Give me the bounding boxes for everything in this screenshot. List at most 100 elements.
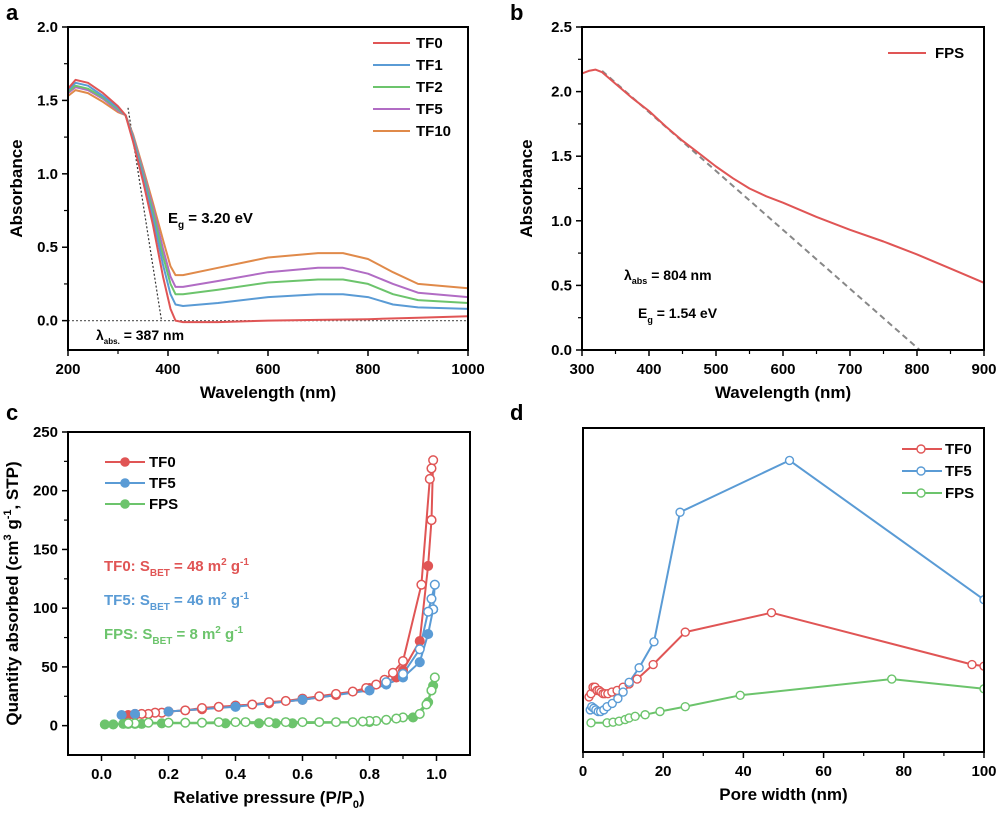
bandgap-annotation: Eg = 1.54 eV (638, 305, 718, 325)
data-point-tf5-desorption (423, 606, 434, 617)
y-tick-label: 2.0 (37, 19, 58, 36)
x-tick-label: 100 (971, 763, 996, 780)
series-line-tf5-adsorption (121, 609, 435, 717)
data-point-fps-desorption (163, 717, 174, 728)
y-tick-label: 0.0 (37, 313, 58, 330)
data-point-fps-desorption (357, 716, 368, 727)
plot-frame (67, 26, 469, 351)
data-point-fps (655, 706, 665, 717)
data-point-fps-desorption (196, 717, 208, 728)
data-point-tf0-desorption (424, 473, 435, 485)
legend-label-tf0: TF0 (945, 441, 972, 458)
data-point-tf0-desorption (180, 705, 191, 716)
y-tick-label: 1.0 (551, 213, 572, 230)
y-tick-label: 250 (33, 424, 58, 441)
x-tick-label: 400 (636, 361, 661, 378)
legend-label-tf0: TF0 (416, 35, 443, 52)
panel-letter-b: b (510, 0, 523, 25)
data-point-fps-desorption (330, 717, 342, 728)
series-line-fps (591, 678, 984, 724)
data-point-fps-desorption (421, 699, 432, 710)
panel-a-uv-vis-chart: 200 400 600 800 1000 0.0 0.5 1.0 1.5 2.0 Wavelengt… (7, 19, 485, 402)
x-tick-label: 700 (837, 361, 862, 378)
data-point-tf5-adsorption (129, 708, 141, 719)
plot-frame (582, 427, 985, 753)
data-point-tf5 (675, 507, 685, 517)
x-axis-title: Wavelength (nm) (715, 383, 851, 402)
series-line-tf1 (68, 81, 468, 310)
data-point-fps (630, 711, 640, 722)
x-tick-label: 80 (895, 763, 912, 780)
data-point-tf0-desorption (247, 699, 258, 710)
legend-label-tf5: TF5 (149, 475, 176, 492)
y-tick-label: 2.0 (551, 84, 572, 101)
data-point-tf0 (632, 674, 642, 684)
legend-label-fps: FPS (935, 45, 964, 62)
data-point-tf5-adsorption (116, 710, 127, 721)
lambda-abs-annotation: λabs. = 387 nm (96, 327, 184, 346)
y-tick-label: 200 (33, 483, 58, 500)
data-point-fps-desorption (429, 672, 440, 683)
x-tick-label: 1.0 (426, 766, 447, 783)
y-tick-label: 1.5 (551, 148, 572, 165)
data-point-fps (680, 701, 690, 712)
data-point-tf0-desorption (347, 686, 358, 697)
data-point-fps-desorption (414, 708, 425, 719)
data-point-tf5-desorption (426, 593, 437, 604)
x-tick-label: 0.2 (158, 766, 179, 783)
series-line-fps (581, 68, 985, 284)
series-line-tf0 (68, 78, 468, 324)
legend-marker-fps (120, 499, 130, 509)
data-point-tf0-desorption (397, 655, 409, 667)
data-point-tf5-adsorption (414, 657, 425, 668)
data-point-tf0 (680, 627, 690, 637)
data-point-tf5 (649, 637, 659, 647)
data-point-tf5-adsorption (297, 694, 308, 705)
y-tick-label: 2.5 (551, 19, 572, 36)
bet-annotation-tf5: TF5: SBET = 46 m2 g-1 (104, 591, 249, 613)
data-point-fps-desorption (426, 685, 437, 696)
data-point-fps-desorption (347, 717, 358, 728)
data-point-tf0-desorption (387, 667, 399, 678)
x-axis-title: Relative pressure (P/P0) (173, 788, 364, 811)
panel-letter-c: c (6, 400, 18, 425)
series-line-tf5 (589, 459, 984, 713)
data-point-fps-adsorption (108, 719, 119, 730)
data-point-tf0-desorption (371, 679, 382, 690)
data-point-fps (887, 674, 897, 684)
data-point-tf5-desorption (397, 668, 409, 680)
data-point-tf0-desorption (314, 691, 325, 702)
y-tick-label: 0.0 (551, 342, 572, 359)
y-tick-label: 0.5 (37, 239, 58, 256)
data-point-fps-desorption (180, 717, 191, 728)
data-point-tf5-adsorption (364, 685, 375, 696)
data-point-tf0-adsorption (414, 636, 425, 647)
legend-marker-tf5 (916, 466, 926, 476)
x-tick-label: 40 (735, 763, 752, 780)
bet-annotation-tf0: TF0: SBET = 48 m2 g-1 (104, 557, 249, 579)
bandgap-annotation: Eg = 3.20 eV (168, 210, 253, 231)
legend-marker-fps (916, 488, 926, 498)
data-point-tf0 (766, 607, 777, 618)
x-axis-title: Pore width (nm) (719, 785, 847, 804)
x-tick-label: 1000 (451, 361, 484, 378)
data-point-tf5-adsorption (163, 706, 174, 717)
data-point-fps-desorption (143, 717, 154, 728)
y-axis-title: Quantity absorbed (cm3 g-1, STP) (2, 461, 22, 725)
data-point-fps-desorption (280, 717, 291, 728)
x-axis-title: Wavelength (nm) (200, 383, 336, 402)
data-point-tf5-adsorption (423, 628, 434, 640)
legend-label-tf2: TF2 (416, 79, 443, 96)
data-point-tf0-desorption (263, 697, 275, 708)
plot-area (584, 455, 984, 728)
data-point-fps-desorption (297, 717, 308, 728)
data-point-tf5 (618, 687, 628, 697)
x-tick-label: 600 (770, 361, 795, 378)
plot-frame (581, 26, 985, 351)
data-point-fps-desorption (263, 717, 275, 728)
y-axis-title: Absorbance (517, 139, 536, 237)
data-point-tf5-desorption (414, 644, 425, 655)
data-point-tf0-desorption (416, 579, 427, 590)
legend-label-tf10: TF10 (416, 123, 451, 140)
data-point-tf0-desorption (330, 688, 342, 699)
